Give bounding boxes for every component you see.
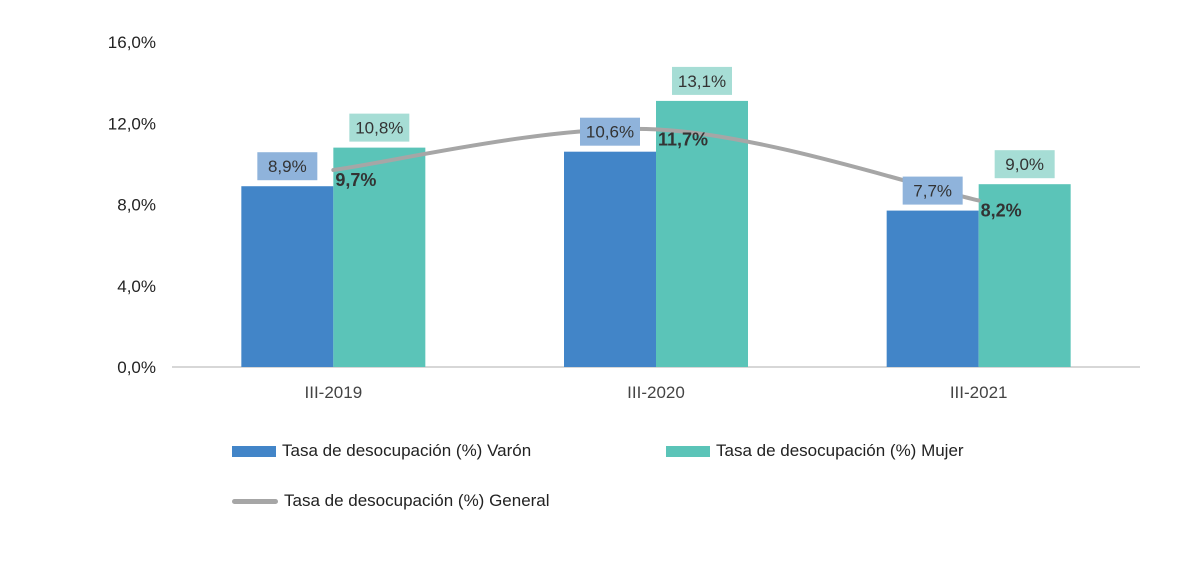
y-tick-label: 12,0%	[108, 114, 156, 133]
legend-swatch-mujer	[666, 445, 710, 457]
y-tick-label: 8,0%	[117, 196, 156, 215]
data-label-box	[580, 117, 640, 146]
legend-swatch-varon	[232, 445, 276, 457]
bar	[564, 151, 656, 367]
data-label-box	[902, 176, 963, 205]
data-label-box	[349, 113, 410, 142]
bar	[978, 184, 1071, 367]
legend-item-general: Tasa de desocupación (%) General	[232, 491, 550, 511]
legend-swatch-general	[232, 498, 278, 504]
bar	[656, 100, 748, 367]
legend-label-general: Tasa de desocupación (%) General	[284, 491, 550, 510]
data-label-box	[994, 150, 1055, 179]
legend-label-mujer: Tasa de desocupación (%) Mujer	[716, 441, 964, 460]
x-tick-label: III-2021	[950, 383, 1008, 402]
y-tick-label: 0,0%	[117, 358, 156, 377]
series-line-general	[331, 126, 981, 203]
data-label: 8,9%	[268, 157, 307, 176]
data-label-box	[672, 66, 732, 95]
legend-label-varon: Tasa de desocupación (%) Varón	[282, 441, 532, 460]
data-label: 9,0%	[1005, 155, 1044, 174]
y-tick-label: 16,0%	[108, 33, 156, 52]
legend-item-mujer: Tasa de desocupación (%) Mujer	[666, 441, 964, 461]
legend-item-varon: Tasa de desocupación (%) Varón	[232, 441, 531, 461]
data-label-general: 9,7%	[335, 170, 376, 190]
x-tick-label: III-2020	[627, 383, 685, 402]
data-label-box	[257, 152, 318, 181]
data-label: 7,7%	[913, 182, 952, 201]
data-label: 10,6%	[586, 123, 634, 142]
bar	[241, 186, 334, 367]
data-label: 13,1%	[678, 72, 726, 91]
data-label-general: 8,2%	[981, 200, 1022, 220]
bar	[886, 210, 979, 367]
data-label-general: 11,7%	[658, 129, 708, 149]
bar	[333, 147, 426, 367]
x-tick-label: III-2019	[305, 383, 363, 402]
y-tick-label: 4,0%	[117, 277, 156, 296]
data-label: 10,8%	[355, 119, 403, 138]
